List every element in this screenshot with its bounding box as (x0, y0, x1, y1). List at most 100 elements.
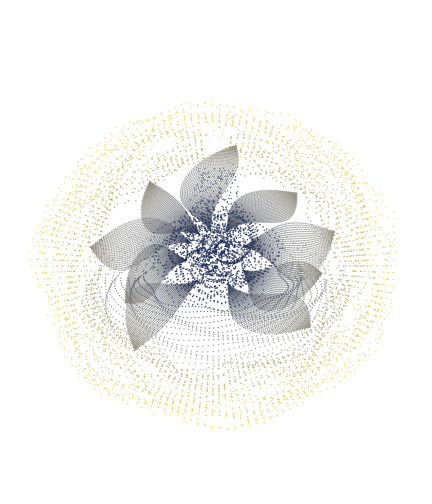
dot (246, 362, 249, 365)
dot (388, 261, 391, 263)
dot (350, 223, 353, 225)
dot (129, 166, 132, 169)
dot (167, 307, 170, 309)
dot (184, 123, 186, 125)
dot (328, 370, 331, 372)
dot (57, 283, 59, 285)
dot (206, 390, 208, 393)
dot (316, 145, 318, 148)
dot (88, 362, 91, 364)
dot (365, 234, 367, 236)
dot (249, 160, 251, 162)
dot (236, 136, 238, 139)
dot (265, 160, 268, 162)
dot (153, 334, 155, 336)
dot (348, 192, 351, 195)
dot (332, 202, 335, 205)
dot (189, 144, 191, 147)
dot (134, 369, 136, 372)
dot (370, 229, 373, 231)
dot (259, 403, 261, 406)
dot (356, 194, 358, 197)
dot (383, 304, 386, 307)
dot (144, 155, 147, 157)
dot (105, 213, 108, 215)
dot (322, 311, 324, 313)
dot (317, 132, 319, 135)
dot (176, 410, 178, 413)
dot (338, 278, 340, 281)
dot (287, 142, 290, 145)
dot (272, 141, 274, 144)
dot (112, 193, 114, 195)
dot (49, 214, 51, 217)
dot (69, 361, 72, 363)
dot (102, 314, 104, 317)
dot (323, 150, 325, 153)
dot (301, 385, 304, 387)
dot (70, 337, 73, 340)
dot (166, 157, 168, 159)
dot (172, 311, 175, 313)
dot (89, 167, 91, 169)
dot (302, 370, 305, 372)
dot (196, 380, 198, 383)
dot (184, 392, 186, 394)
dot (88, 274, 91, 277)
dot (333, 243, 336, 245)
dot (246, 386, 249, 388)
dot (149, 392, 152, 394)
dot (250, 379, 253, 381)
dot (141, 369, 143, 372)
dot (355, 176, 358, 178)
dot (216, 375, 218, 377)
dot (360, 316, 363, 319)
dot (206, 383, 209, 386)
dot (264, 396, 267, 399)
dot (251, 147, 253, 149)
dot (85, 153, 88, 156)
dot (143, 387, 145, 390)
dot (157, 406, 160, 408)
dot (94, 262, 96, 264)
dot (339, 159, 342, 161)
dot (343, 365, 346, 368)
dot (80, 270, 83, 272)
dot (302, 173, 305, 176)
dot (197, 138, 200, 141)
dot (188, 387, 191, 390)
dot (311, 391, 314, 393)
dot (348, 290, 350, 292)
dot (74, 321, 76, 324)
dot (378, 289, 381, 292)
dot (303, 390, 305, 393)
dot (360, 322, 363, 324)
dot (185, 408, 187, 410)
dot (173, 307, 175, 310)
dot (68, 315, 71, 317)
dot (356, 254, 359, 256)
dot (94, 233, 97, 236)
dot (326, 186, 329, 188)
dot (91, 198, 93, 200)
dot (358, 360, 360, 362)
dot (363, 258, 366, 260)
dot (91, 324, 93, 327)
dot (74, 281, 77, 283)
dot (190, 117, 193, 120)
dot (149, 393, 152, 395)
dot (254, 418, 257, 421)
dot (72, 238, 75, 240)
dot (304, 361, 306, 363)
dot (374, 221, 376, 223)
dot (383, 283, 385, 286)
dot (286, 373, 289, 376)
dot (322, 137, 325, 139)
dot (80, 158, 82, 161)
dot (202, 368, 205, 371)
dot (285, 175, 288, 178)
dot (73, 233, 76, 235)
dot (150, 297, 152, 299)
dot (149, 302, 152, 304)
dot (163, 321, 165, 324)
